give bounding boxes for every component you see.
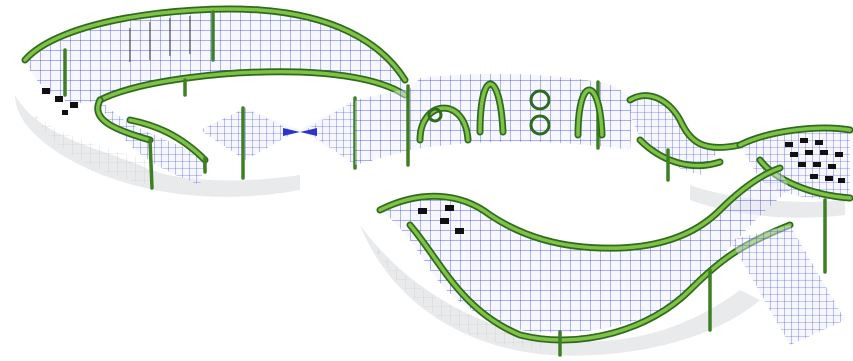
right-wave-net-piece xyxy=(626,92,744,182)
hourglass-net-bridge xyxy=(200,96,357,180)
central-net-fence xyxy=(355,73,632,167)
left-curved-net-slide xyxy=(94,96,209,190)
right-ramp-net xyxy=(730,225,845,345)
front-curved-net-slide xyxy=(376,164,827,357)
front-tile-pattern xyxy=(418,205,464,234)
left-curved-net-wall xyxy=(21,5,409,115)
tile-pattern xyxy=(785,138,845,183)
